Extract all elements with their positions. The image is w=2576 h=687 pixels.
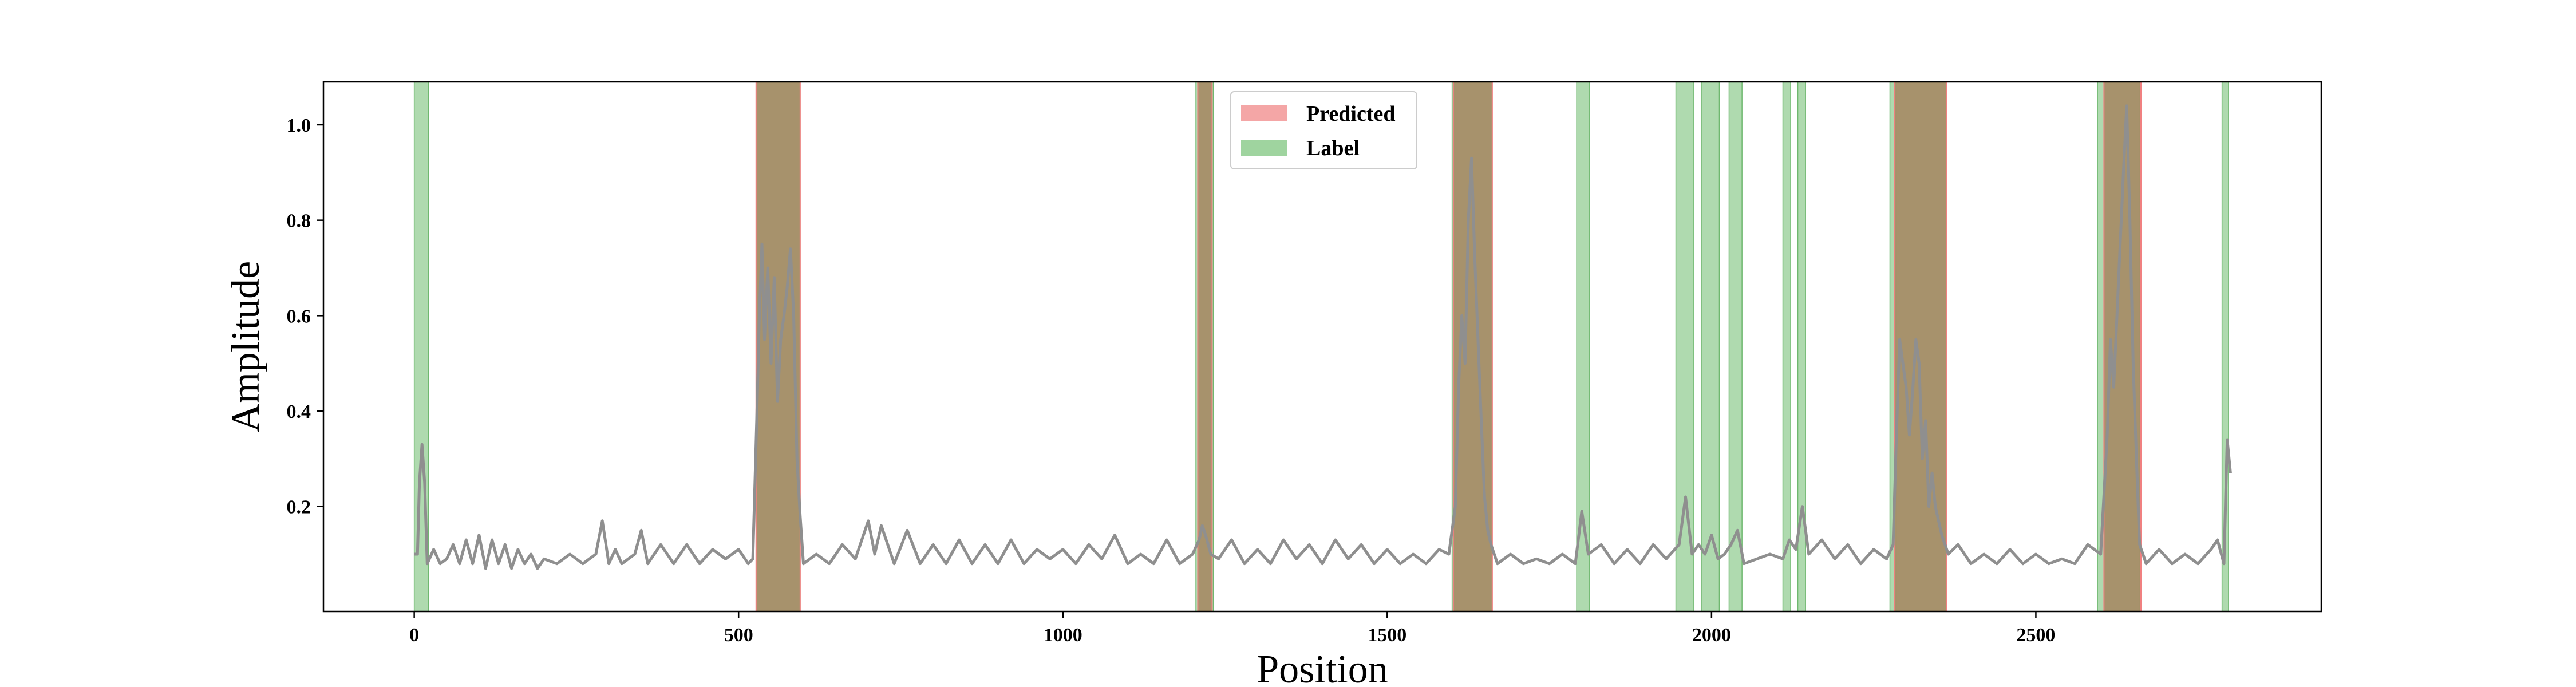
y-tick-label: 0.6 (287, 306, 311, 327)
legend-label-predicted: Predicted (1306, 102, 1395, 126)
predicted-region (755, 81, 801, 612)
legend-swatch-predicted (1241, 105, 1287, 121)
label-region (1782, 81, 1791, 612)
series-line (414, 104, 2232, 570)
x-tick-label: 500 (724, 625, 753, 646)
x-tick-label: 2000 (1692, 625, 1731, 646)
legend-label-label: Label (1306, 136, 1360, 160)
series-layer (414, 104, 2232, 570)
x-tick-label: 0 (409, 625, 419, 646)
y-tick-label: 0.2 (287, 497, 311, 518)
label-region (413, 81, 429, 612)
y-axis-title: Amplitude (224, 261, 268, 432)
y-tick-label: 0.4 (287, 401, 311, 423)
predicted-region (1894, 81, 1947, 612)
legend: Predicted Label (1230, 91, 1417, 169)
plot-frame (322, 81, 2322, 613)
x-tick-label: 1500 (1368, 625, 1406, 646)
y-tick-label: 0.8 (287, 211, 311, 232)
x-tick-label: 2500 (2016, 625, 2055, 646)
label-region (1701, 81, 1720, 612)
x-axis-title: Position (1257, 647, 1388, 687)
x-axis: 0 500 1000 1500 2000 2500 (409, 611, 2055, 646)
x-tick-label: 1000 (1044, 625, 1082, 646)
y-tick-label: 1.0 (287, 115, 311, 136)
y-axis: 0.2 0.4 0.6 0.8 1.0 (287, 115, 323, 518)
legend-swatch-label (1241, 140, 1287, 156)
